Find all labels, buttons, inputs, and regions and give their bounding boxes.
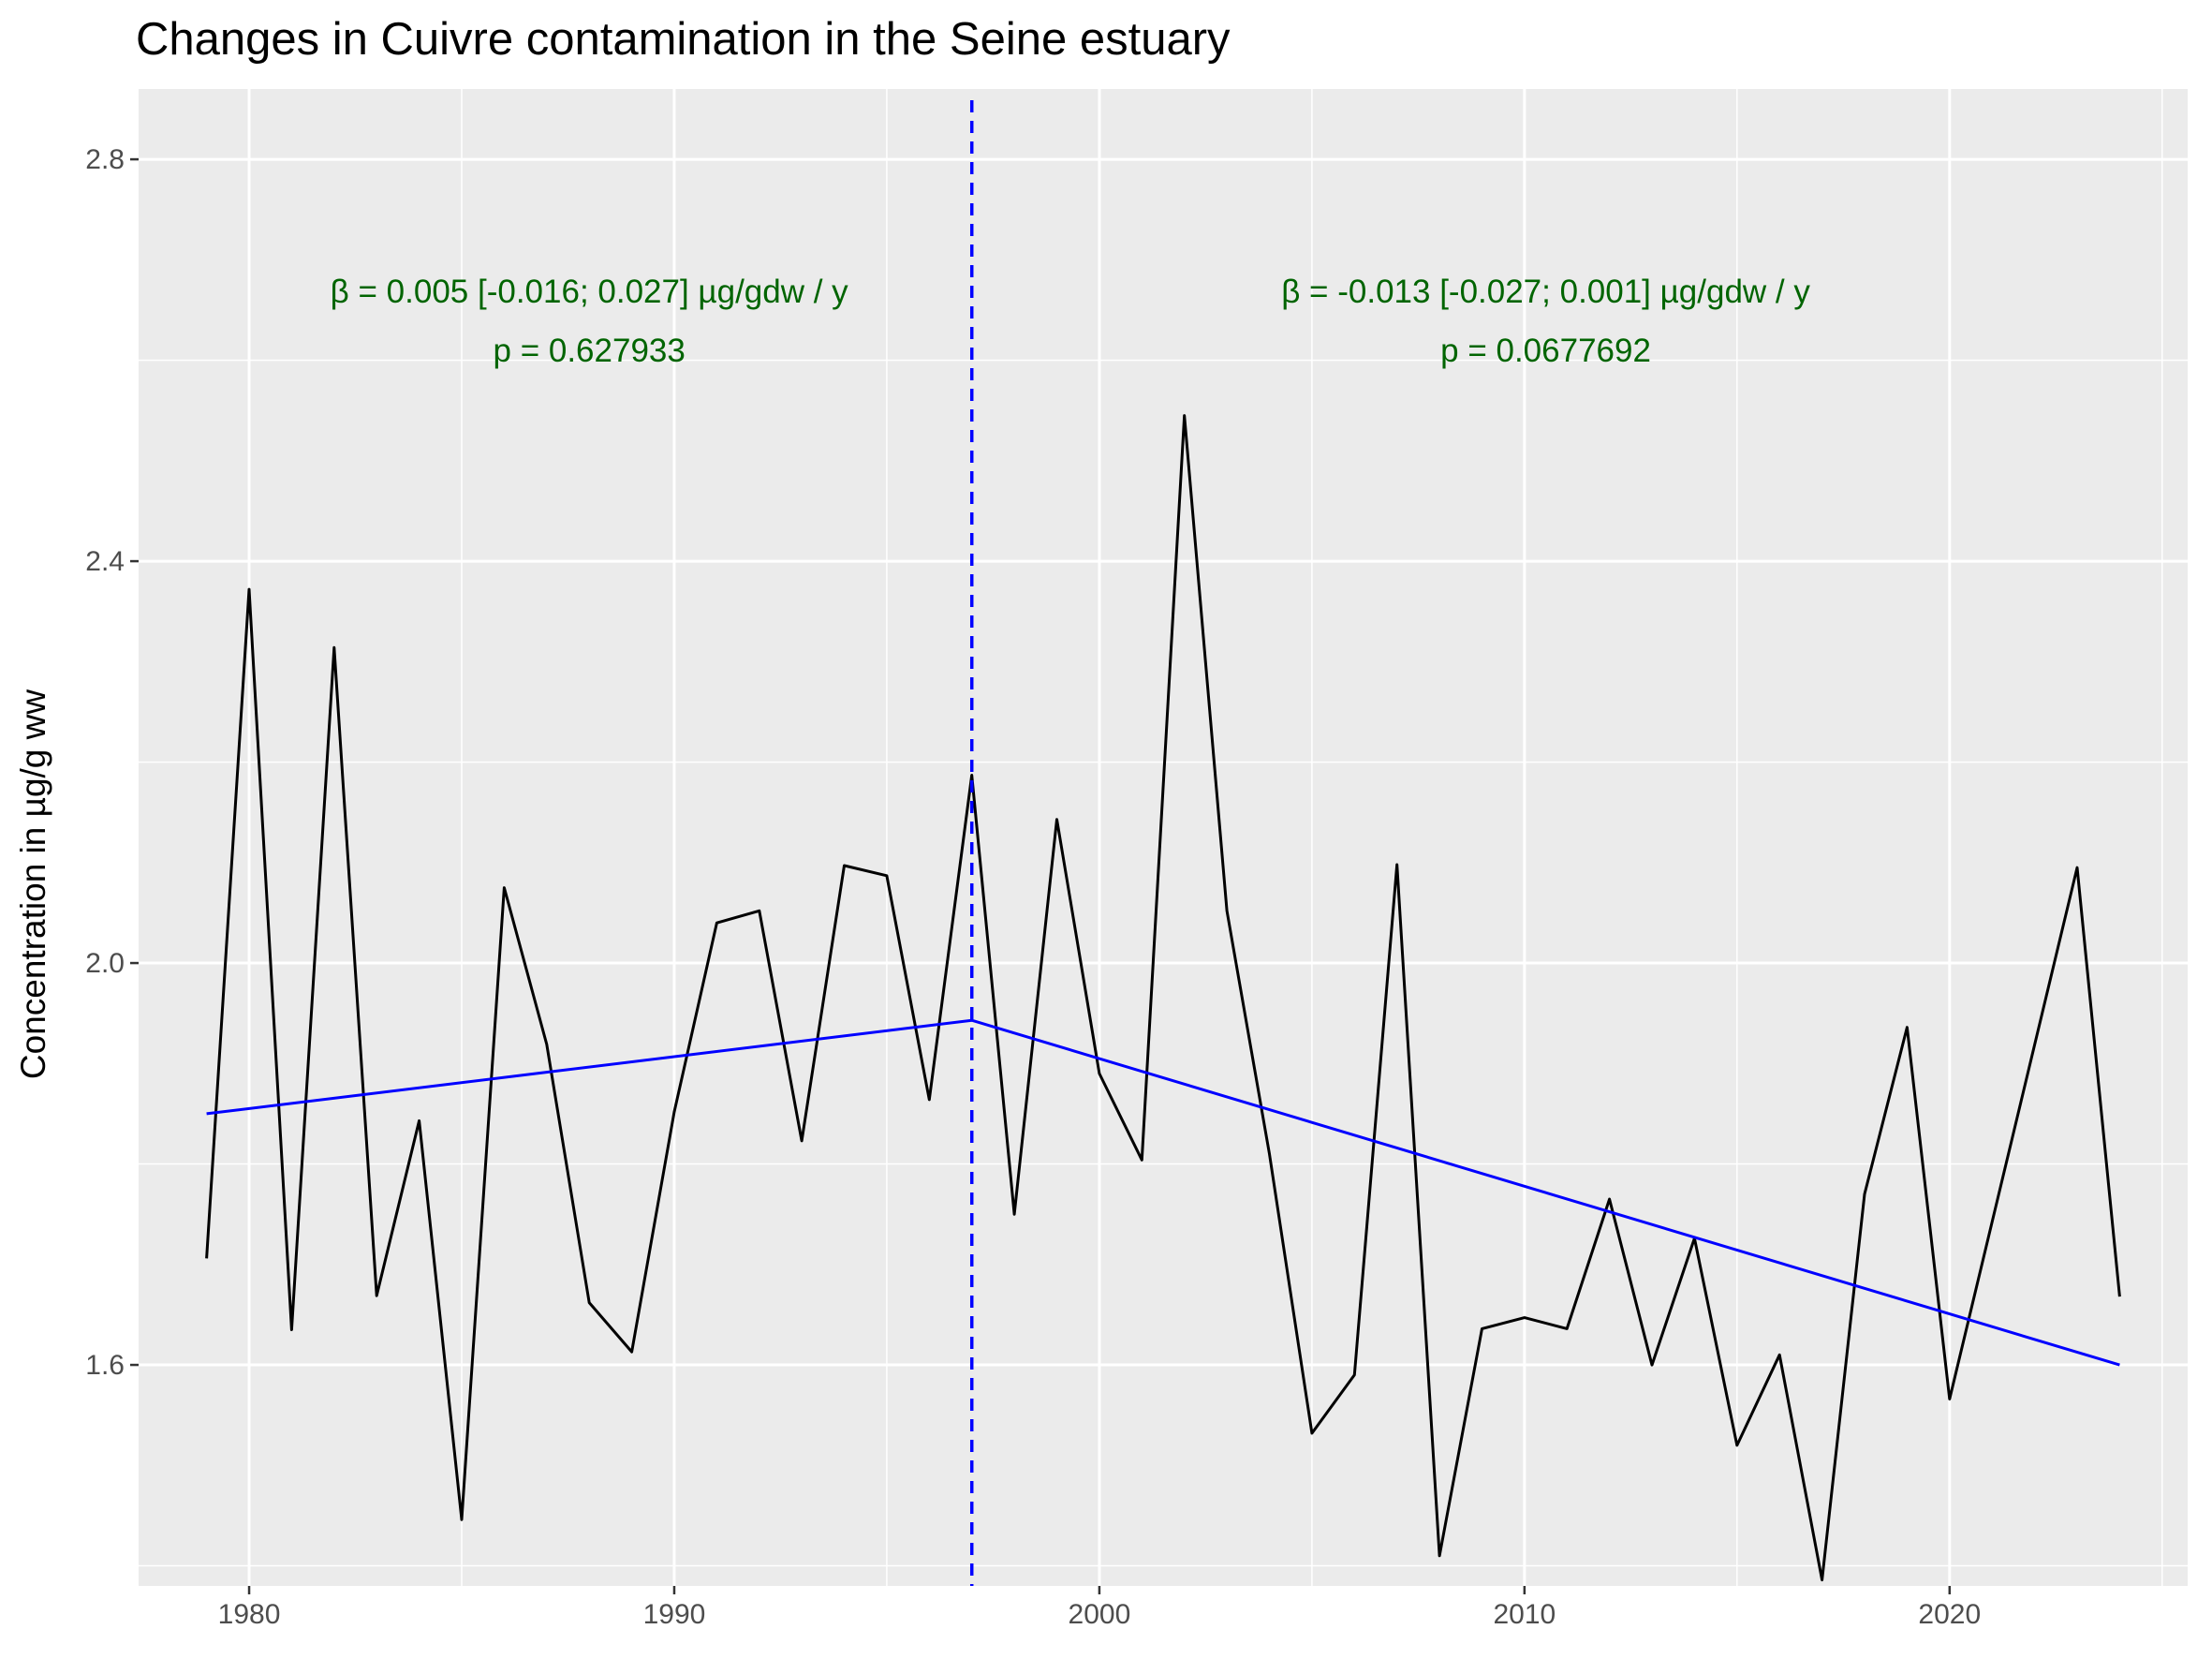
series-layer [205,414,2121,1582]
trend-annotation-beta: β = 0.005 [-0.016; 0.027] µg/gdw / y [331,274,849,310]
x-axis: 1980 1990 2000 2010 2020 [218,1586,1981,1630]
x-tick-label: 2000 [1069,1599,1131,1630]
trend-annotation-beta: β = -0.013 [-0.027; 0.001] µg/gdw / y [1281,274,1810,310]
trend-annotation-pvalue: p = 0.627933 [494,333,686,369]
trend-line [206,1018,2120,1367]
y-tick-label: 2.0 [85,948,125,979]
x-tick-label: 1990 [643,1599,706,1630]
y-axis-title: Concentration in µg/g ww [14,689,52,1079]
annotation-layer: β = 0.005 [-0.016; 0.027] µg/gdw / y p = … [331,274,1811,369]
major-gridlines [139,89,2188,1586]
x-tick-label: 2020 [1918,1599,1981,1630]
y-axis: 1.6 2.0 2.4 2.8 [85,144,139,1381]
trend-annotation-pvalue: p = 0.0677692 [1440,333,1651,369]
chart-title: Changes in Cuivre contamination in the S… [136,14,1231,65]
x-tick-label: 1980 [218,1599,281,1630]
plot-panel [139,89,2188,1586]
concentration-line [205,414,2121,1582]
y-tick-label: 2.8 [85,144,125,175]
x-tick-label: 2010 [1493,1599,1556,1630]
minor-gridlines [139,89,2188,1586]
y-tick-label: 1.6 [85,1350,125,1381]
y-tick-label: 2.4 [85,546,125,577]
